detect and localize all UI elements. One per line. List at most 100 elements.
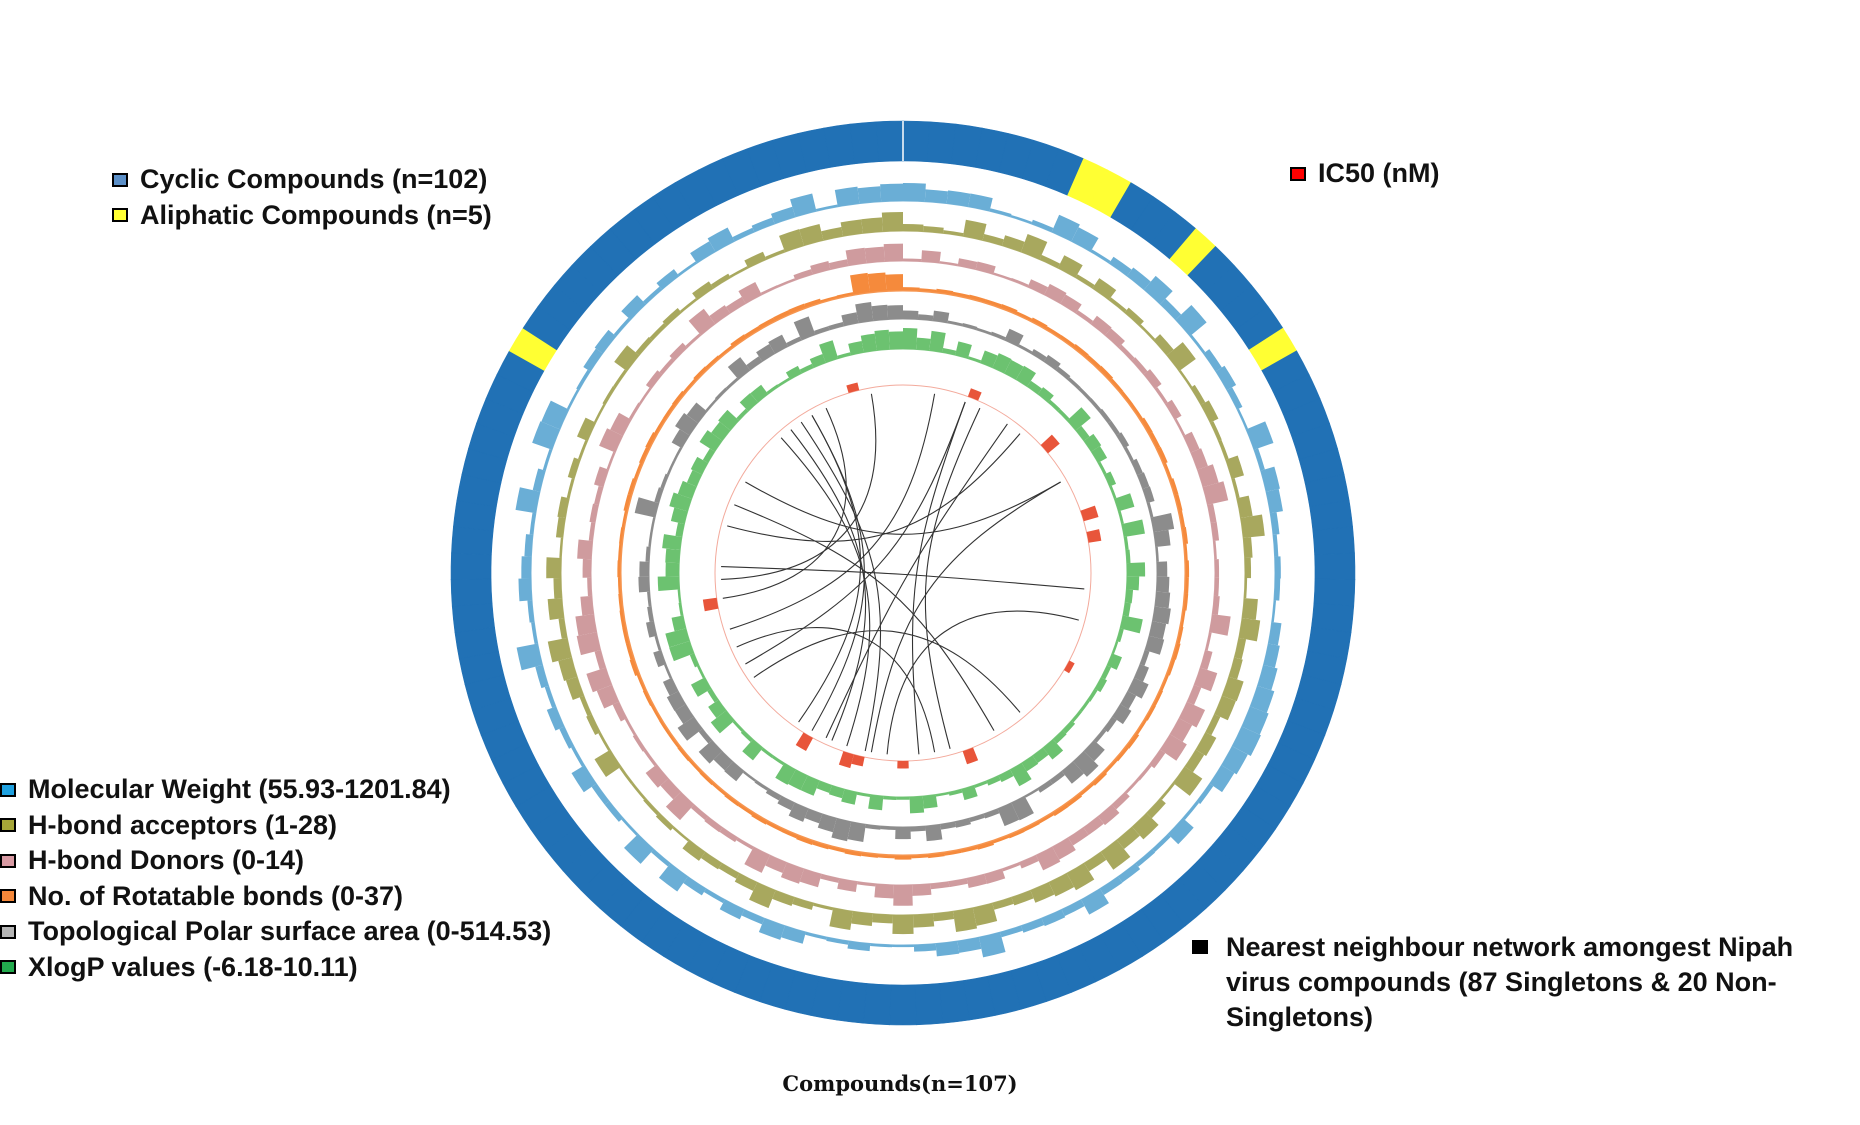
track-bar xyxy=(867,272,887,292)
track-bar xyxy=(984,868,1006,884)
track-topological-polar-surface-area xyxy=(634,302,1175,842)
track-bar xyxy=(662,404,675,420)
track-bar xyxy=(692,281,714,300)
track-bar xyxy=(732,227,755,242)
track-bar xyxy=(546,706,565,731)
track-bar xyxy=(685,333,701,348)
track-bar xyxy=(732,720,744,732)
legend-item-molecular-weight: Molecular Weight (55.93-1201.84) xyxy=(0,772,551,808)
track-bar xyxy=(524,534,533,557)
track-bar xyxy=(992,835,1010,844)
track-bar xyxy=(1236,495,1253,519)
neighbour-link xyxy=(790,429,867,741)
track-bar xyxy=(647,606,654,622)
track-bar xyxy=(1209,765,1235,793)
track-bar xyxy=(992,353,1012,374)
track-bar xyxy=(834,186,860,207)
track-bar xyxy=(1189,334,1206,354)
track-bar xyxy=(1210,421,1222,441)
track-bar xyxy=(957,937,982,953)
track-bar xyxy=(1185,560,1190,578)
track-bar xyxy=(1170,478,1179,496)
track-bar xyxy=(667,733,680,749)
track-bar xyxy=(724,761,745,782)
track-bar xyxy=(693,366,708,381)
track-bar xyxy=(1098,408,1112,424)
track-bar xyxy=(865,824,881,830)
neighbour-link xyxy=(729,393,936,630)
track-bar xyxy=(1055,366,1071,380)
track-bar xyxy=(1079,699,1090,713)
track-bar xyxy=(983,808,1000,819)
track-bar xyxy=(751,813,768,825)
track-bar xyxy=(1114,493,1135,512)
track-bar xyxy=(982,234,1004,246)
track-bar xyxy=(1241,706,1269,735)
track-bar xyxy=(874,883,894,899)
track-bar xyxy=(1183,593,1189,611)
neighbour-link xyxy=(798,415,862,723)
track-bar xyxy=(656,269,680,290)
track-bar xyxy=(621,818,639,836)
track-bar xyxy=(1104,759,1118,774)
track-bar xyxy=(666,460,675,475)
track-bar xyxy=(1268,622,1282,646)
track-bar xyxy=(541,400,569,430)
track-bar xyxy=(976,327,992,335)
track-bar xyxy=(1232,726,1261,757)
track-bar xyxy=(1010,763,1032,787)
track-bar xyxy=(736,837,754,850)
track-bar xyxy=(771,755,785,766)
track-bar xyxy=(1067,407,1091,431)
track-bar xyxy=(654,418,666,434)
track-bar xyxy=(671,615,686,632)
track-bar xyxy=(1140,417,1153,434)
track-bar xyxy=(624,718,636,736)
track-bar xyxy=(1045,326,1062,338)
track-bar xyxy=(756,344,775,362)
track-bar xyxy=(820,295,838,303)
track-bar xyxy=(571,765,597,793)
track-bar xyxy=(1143,275,1173,305)
track-bar xyxy=(729,266,749,278)
track-bar xyxy=(777,278,796,287)
track-bar xyxy=(621,510,627,528)
track-bar xyxy=(702,448,715,463)
nearest-neighbour-network xyxy=(721,393,1085,755)
legend-label: Nearest neighbour network amongest Nipah… xyxy=(1226,932,1794,1032)
track-bar xyxy=(1021,234,1048,260)
track-bar xyxy=(1203,349,1222,372)
track-bar xyxy=(531,622,538,645)
track-ic50-nm- xyxy=(702,382,1102,769)
track-bar xyxy=(828,785,845,799)
track-bar xyxy=(618,593,623,611)
track-bar xyxy=(699,771,714,786)
track-bar xyxy=(1062,720,1076,734)
track-bar xyxy=(586,667,612,693)
track-bar xyxy=(604,801,624,822)
track-bar xyxy=(1194,667,1218,692)
track-bar xyxy=(777,377,791,387)
track-bar xyxy=(688,759,702,774)
track-bar xyxy=(1270,512,1280,535)
track-bar xyxy=(1221,746,1248,775)
neighbour-link xyxy=(745,481,1061,535)
track-bar xyxy=(777,796,795,811)
track-bar xyxy=(1087,688,1098,702)
track-bar xyxy=(744,846,770,873)
rotatable-bonds-swatch-icon xyxy=(0,889,16,904)
track-bar xyxy=(518,578,532,602)
network-swatch-icon xyxy=(1192,940,1208,954)
track-bar xyxy=(645,370,663,389)
track-bar xyxy=(913,943,937,952)
track-baseline xyxy=(618,288,1188,858)
track-bar xyxy=(1103,716,1117,733)
track-bar xyxy=(622,626,629,644)
track-bar xyxy=(946,190,971,207)
track-bar xyxy=(1179,369,1193,388)
track-bar xyxy=(1196,783,1214,804)
track-bar xyxy=(1043,354,1061,371)
track-bar xyxy=(1124,446,1134,462)
neighbour-link xyxy=(800,421,882,752)
track-bar xyxy=(922,794,938,809)
